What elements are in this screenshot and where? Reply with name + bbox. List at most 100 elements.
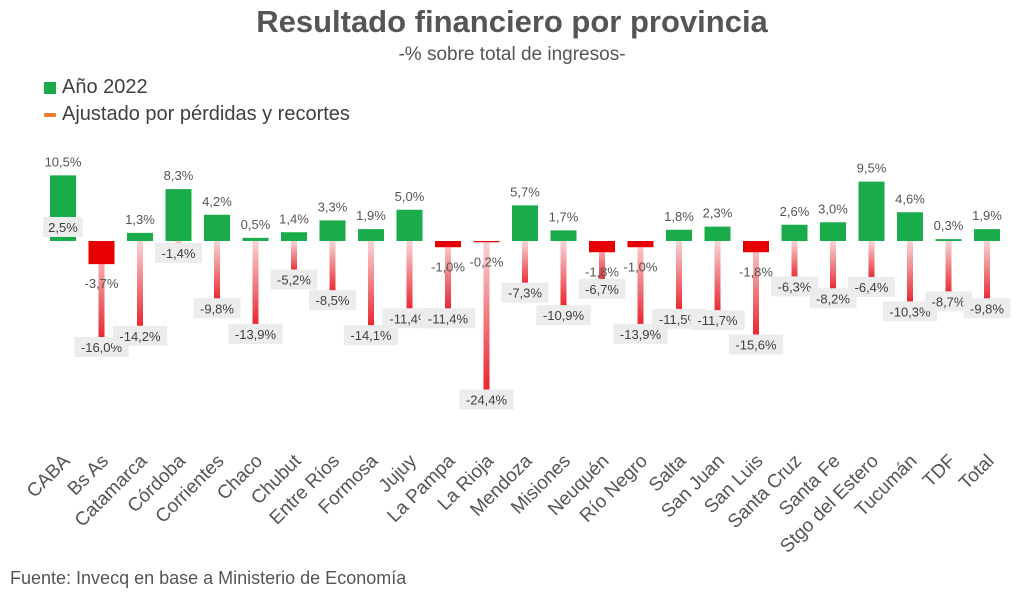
adjusted-label-box	[848, 277, 895, 297]
value-label-ajustado: -10,3%	[889, 304, 931, 319]
value-label-ajustado: -15,6%	[735, 338, 777, 353]
bar-ano-2022	[473, 241, 500, 243]
adjusted-bar	[98, 241, 105, 341]
bar-ano-2022	[935, 239, 962, 241]
value-label-ano-2022: -1,8%	[585, 264, 619, 279]
value-label-ano-2022: 3,0%	[818, 201, 848, 216]
adjusted-bar	[676, 241, 682, 313]
chart-subtitle: -% sobre total de ingresos-	[398, 44, 626, 65]
value-label-ano-2022: 4,6%	[895, 191, 925, 206]
value-label-ano-2022: -1,0%	[431, 259, 465, 274]
value-label-ano-2022: 1,4%	[279, 211, 309, 226]
value-label-ano-2022: 0,3%	[934, 218, 964, 233]
value-label-ano-2022: 1,7%	[549, 209, 579, 224]
adjusted-bar	[137, 241, 143, 330]
value-label-ajustado: -10,9%	[543, 308, 585, 323]
adjusted-bar	[560, 241, 567, 310]
value-label-ajustado: -8,7%	[932, 294, 966, 309]
value-label-ajustado: -14,2%	[119, 329, 161, 344]
value-label-ajustado: -9,8%	[970, 301, 1004, 316]
adjusted-label-box	[728, 334, 784, 355]
bar-ano-2022	[820, 222, 846, 241]
value-label-ano-2022: 9,5%	[857, 161, 887, 176]
adjusted-label-box	[578, 278, 626, 299]
bar-ano-2022	[319, 220, 346, 241]
adjusted-label-box	[343, 325, 399, 346]
legend-item-ajustado: Ajustado por pérdidas y recortes	[44, 103, 350, 126]
adjusted-label-box	[925, 291, 972, 312]
value-label-ajustado: -11,5%	[659, 312, 700, 327]
value-label-ano-2022: 8,3%	[164, 168, 194, 183]
value-label-ajustado: 2,5%	[48, 220, 78, 235]
adjusted-label-box	[459, 389, 514, 410]
bar-ano-2022	[781, 224, 808, 241]
bar-ano-2022	[550, 230, 577, 241]
adjusted-label-box	[228, 323, 283, 344]
adjusted-bar	[406, 241, 413, 313]
adjusted-bar	[868, 241, 875, 281]
value-label-ano-2022: -0,2%	[470, 254, 504, 269]
value-label-ano-2022: 4,2%	[202, 194, 232, 209]
adjusted-bar	[214, 241, 220, 303]
value-label-ajustado: -1,4%	[162, 246, 196, 261]
bar-ano-2022	[127, 232, 153, 241]
value-label-ano-2022: 1,3%	[125, 212, 155, 227]
value-label-ajustado: -14,1%	[350, 328, 392, 343]
value-label-ajustado: -8,5%	[316, 293, 350, 308]
bar-ano-2022	[281, 232, 307, 241]
bar-ano-2022	[897, 212, 923, 241]
bar-ano-2022	[512, 205, 538, 241]
adjusted-label-box	[882, 301, 938, 322]
adjusted-bar	[830, 241, 836, 293]
value-label-ano-2022: 2,3%	[703, 206, 733, 221]
source-note: Fuente: Invecq en base a Ministerio de E…	[10, 568, 407, 588]
adjusted-bar	[907, 241, 913, 306]
value-label-ano-2022: -1,8%	[739, 264, 773, 279]
legend-swatch-green	[44, 81, 56, 94]
adjusted-label-box	[536, 305, 591, 326]
adjusted-bar	[329, 241, 336, 295]
bar-ano-2022	[743, 241, 769, 253]
legend-label-ano-2022: Año 2022	[62, 76, 148, 98]
adjusted-label-box	[690, 310, 745, 331]
value-label-ano-2022: 1,8%	[664, 209, 694, 224]
adjusted-bar	[714, 241, 721, 315]
adjusted-bar	[945, 241, 952, 296]
adjusted-label-box	[270, 269, 318, 290]
value-label-ano-2022: 1,9%	[972, 208, 1002, 223]
value-label-ano-2022: 10,5%	[45, 154, 82, 169]
value-label-ano-2022: 2,6%	[780, 204, 810, 219]
bar-ano-2022	[858, 181, 885, 241]
value-label-ano-2022: 3,3%	[318, 199, 348, 214]
bar-ano-2022	[165, 189, 192, 241]
adjusted-label-box	[155, 243, 202, 263]
value-label-ajustado: -5,2%	[277, 273, 311, 288]
category-label: Total	[955, 451, 998, 494]
bar-ano-2022	[974, 229, 1000, 241]
value-label-ajustado: -8,2%	[816, 291, 850, 306]
adjusted-label-box	[112, 325, 168, 346]
adjusted-bar	[984, 241, 990, 303]
category-label: CABA	[23, 450, 75, 502]
bar-ano-2022	[204, 214, 230, 241]
value-label-ano-2022: 5,7%	[510, 184, 540, 199]
value-label-ajustado: -6,4%	[855, 280, 889, 295]
bar-ano-2022	[435, 241, 461, 248]
legend-swatch-orange	[44, 112, 56, 117]
adjusted-bar	[753, 241, 759, 339]
bar-ano-2022	[88, 241, 115, 265]
value-label-ajustado: -9,8%	[200, 301, 234, 316]
value-label-ajustado: -13,9%	[235, 327, 277, 342]
adjusted-label-box	[193, 298, 241, 319]
adjusted-label-box	[771, 276, 818, 297]
adjusted-bar	[522, 241, 528, 287]
value-label-ajustado: -6,7%	[585, 282, 619, 297]
bar-ano-2022	[242, 237, 269, 241]
adjusted-bar	[252, 241, 259, 328]
legend-item-ano-2022: Año 2022	[44, 76, 148, 99]
adjusted-bar	[637, 241, 644, 328]
value-label-ano-2022: 0,5%	[241, 217, 271, 232]
adjusted-label-box	[963, 298, 1011, 319]
bar-ano-2022	[704, 226, 731, 241]
chart-title: Resultado financiero por provincia	[256, 4, 768, 39]
